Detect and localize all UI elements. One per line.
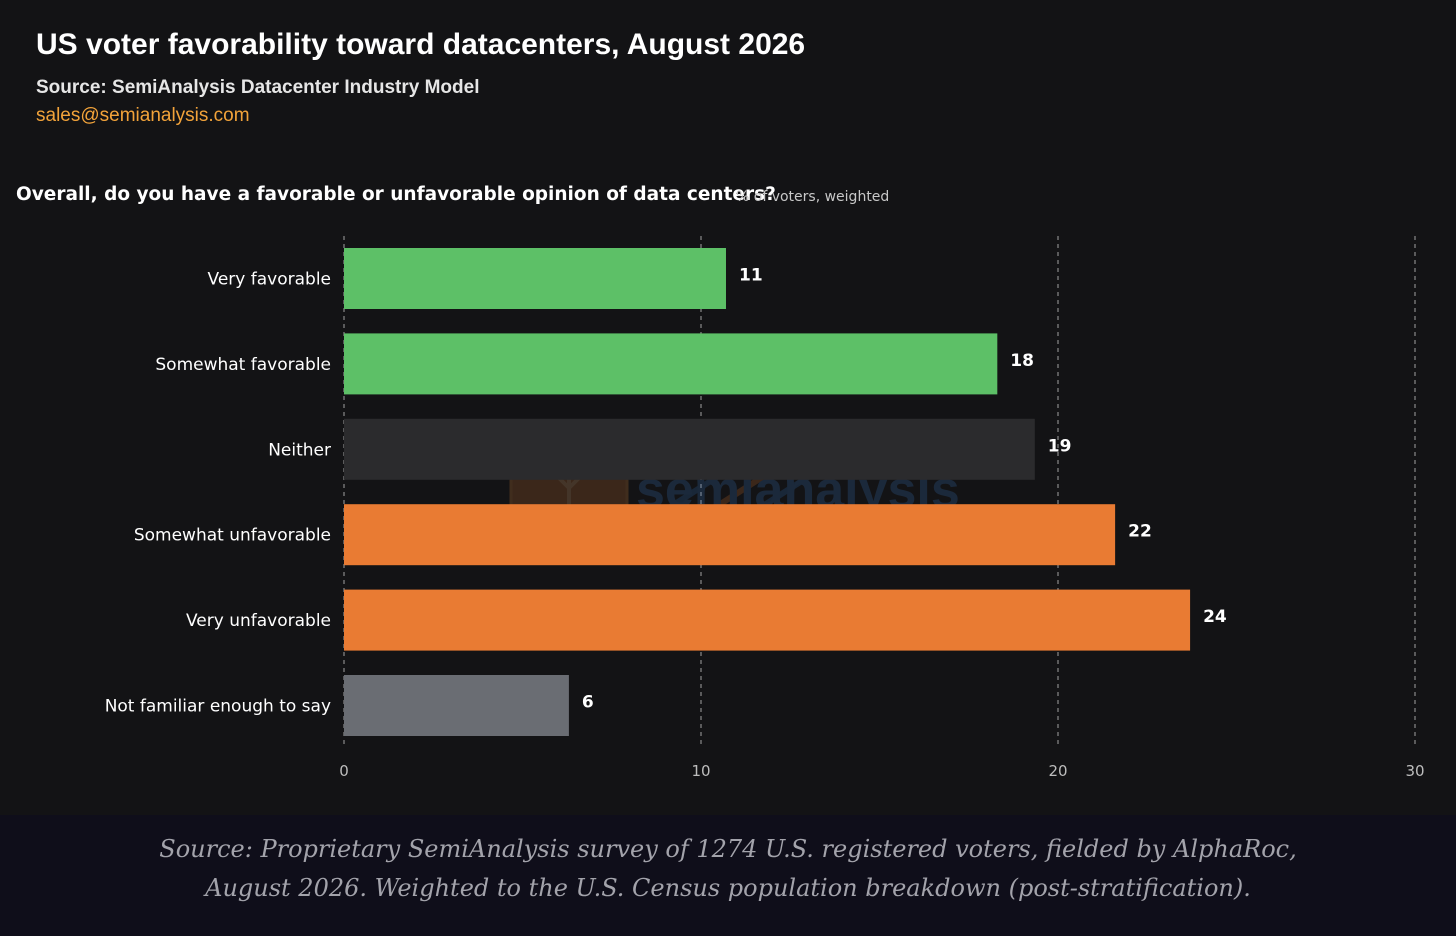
sales-email: sales@semianalysis.com [36,105,250,126]
bar-somewhat-unfavorable [344,504,1116,566]
page-title: US voter favorability toward datacenters… [36,28,806,61]
bar-somewhat-favorable [344,333,998,395]
bars [344,248,1191,736]
value-label: 22 [1128,522,1152,542]
x-tick-label: 10 [691,762,710,780]
footer-caption-line-1: Source: Proprietary SemiAnalysis survey … [159,835,1297,863]
source-line: Source: SemiAnalysis Datacenter Industry… [36,77,480,98]
category-label: Not familiar enough to say [105,697,331,717]
value-label: 24 [1203,607,1227,627]
bar-not-familiar-enough-to-say [344,675,569,736]
bar-very-unfavorable [344,589,1191,651]
category-label: Somewhat unfavorable [134,526,331,546]
category-label: Somewhat favorable [155,355,331,375]
category-label: Very unfavorable [186,611,331,631]
value-label: 6 [582,693,594,713]
x-tick-labels: 0 10 20 30 [339,762,1424,780]
chart-title: Overall, do you have a favorable or unfa… [16,184,776,205]
x-tick-label: 0 [339,762,349,780]
category-labels: Very favorable Somewhat favorable Neither S… [105,270,331,717]
bar-neither [344,418,1035,480]
footer-caption: Source: Proprietary SemiAnalysis survey … [0,815,1456,936]
value-labels: 11 18 19 22 24 6 [582,266,1227,713]
bar-very-favorable [344,248,726,309]
x-tick-label: 30 [1405,762,1424,780]
x-tick-label: 20 [1048,762,1067,780]
gridlines [343,236,1416,746]
value-label: 11 [739,266,763,286]
value-label: 18 [1010,351,1034,371]
value-label: 19 [1048,436,1072,456]
category-label: Very favorable [208,270,331,290]
footer-caption-line-2: August 2026. Weighted to the U.S. Census… [205,874,1251,902]
category-label: Neither [268,440,331,460]
chart-subtitle: % of voters, weighted [736,189,890,205]
